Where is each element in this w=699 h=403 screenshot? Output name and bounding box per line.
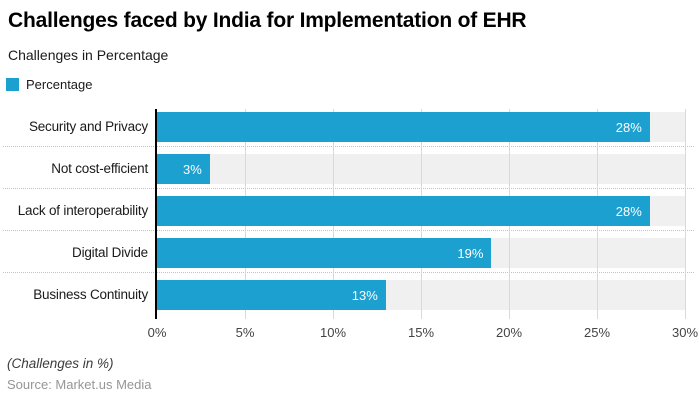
bar: 28% bbox=[157, 112, 650, 142]
bar-track: 19% bbox=[157, 238, 685, 268]
bar: 13% bbox=[157, 280, 386, 310]
x-tick-label: 10% bbox=[319, 325, 347, 340]
legend-swatch-icon bbox=[6, 78, 19, 91]
x-axis: 0% 5% 10% 15% 20% 25% 30% bbox=[148, 322, 698, 342]
bar-value-label: 13% bbox=[351, 287, 378, 303]
legend-label: Percentage bbox=[26, 77, 93, 92]
x-tick-label: 5% bbox=[235, 325, 255, 340]
x-tick-label: 20% bbox=[495, 325, 523, 340]
source-line: Source: Market.us Media bbox=[7, 377, 152, 392]
y-axis-line bbox=[155, 109, 157, 319]
chart-title: Challenges faced by India for Implementa… bbox=[8, 9, 527, 32]
bar-value-label: 3% bbox=[183, 161, 202, 177]
x-tick-label: 25% bbox=[583, 325, 611, 340]
x-tick-label: 30% bbox=[671, 325, 699, 340]
bar: 3% bbox=[157, 154, 210, 184]
chart-row: Lack of interoperability 28% bbox=[0, 193, 699, 235]
category-label: Not cost-efficient bbox=[51, 161, 148, 176]
gridline bbox=[685, 109, 686, 319]
category-label: Security and Privacy bbox=[28, 119, 148, 134]
chart-row: Security and Privacy 28% bbox=[0, 109, 699, 151]
bar-value-label: 28% bbox=[615, 203, 642, 219]
category-label: Digital Divide bbox=[72, 245, 148, 260]
chart-rows: Security and Privacy 28% Not cost-efficien… bbox=[0, 109, 699, 319]
bar-track: 28% bbox=[157, 112, 685, 142]
footnote: (Challenges in %) bbox=[7, 356, 114, 371]
x-tick-label: 15% bbox=[407, 325, 435, 340]
bar-value-label: 19% bbox=[457, 245, 484, 261]
bar: 28% bbox=[157, 196, 650, 226]
x-tick-label: 0% bbox=[147, 325, 167, 340]
category-label: Business Continuity bbox=[33, 287, 148, 302]
chart-row: Digital Divide 19% bbox=[0, 235, 699, 277]
bar-value-label: 28% bbox=[615, 119, 642, 135]
chart-subtitle: Challenges in Percentage bbox=[8, 47, 169, 63]
bar-track: 28% bbox=[157, 196, 685, 226]
legend: Percentage bbox=[6, 77, 699, 92]
bar: 19% bbox=[157, 238, 492, 268]
category-label: Lack of interoperability bbox=[17, 203, 148, 218]
